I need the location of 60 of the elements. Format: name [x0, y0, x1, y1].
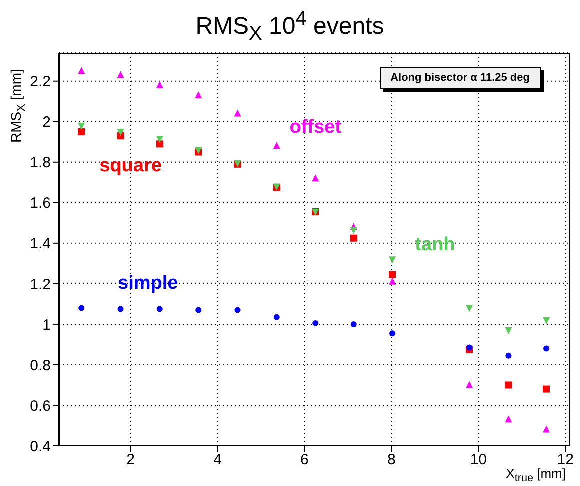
- chart-title: RMS$_{X}$ 10$^{4}$ events: [194, 8, 386, 46]
- point: [505, 416, 512, 423]
- point: [312, 320, 319, 326]
- point: [273, 142, 280, 150]
- point: [118, 306, 124, 312]
- annotation: Along bisector α 11.25 deg: [380, 67, 541, 89]
- point: [234, 307, 241, 314]
- point: [274, 314, 280, 320]
- point: [506, 352, 512, 359]
- point: [350, 227, 358, 234]
- point: [78, 128, 86, 136]
- x-tick-label: 4: [214, 452, 222, 469]
- point: [390, 330, 396, 337]
- point: [466, 305, 474, 312]
- point: [466, 344, 473, 351]
- x-tick-label: 8: [388, 452, 396, 469]
- point: [350, 321, 357, 328]
- y-tick-label: 0.4: [30, 438, 51, 456]
- point: [78, 67, 86, 74]
- point: [156, 140, 164, 148]
- y-tick-label: 1.8: [30, 154, 51, 172]
- point: [505, 328, 512, 335]
- y-tick-label: 0.6: [30, 398, 51, 415]
- y-tick-label: 2.2: [30, 74, 51, 91]
- y-tick-label: 1.4: [30, 236, 51, 253]
- point: [156, 136, 164, 144]
- point: [78, 305, 85, 312]
- y-tick-label: 0.8: [30, 357, 51, 374]
- point: [466, 381, 474, 388]
- y-tick-label: 1: [42, 316, 51, 334]
- y-tick-label: 2: [42, 114, 51, 132]
- series-label: simple: [118, 272, 178, 294]
- x-tick-label: 2: [126, 452, 135, 469]
- point: [156, 306, 163, 312]
- point: [350, 234, 358, 242]
- y-tick-label: 1.6: [30, 195, 51, 212]
- point: [389, 271, 396, 278]
- x-tick-label: 10: [470, 452, 488, 469]
- series-label: square: [100, 155, 162, 176]
- point: [543, 386, 550, 393]
- x-tick-label: 12: [557, 452, 574, 469]
- series-label: offset: [290, 116, 342, 138]
- point: [312, 174, 320, 182]
- point: [234, 110, 242, 117]
- point: [196, 307, 202, 314]
- point: [156, 81, 164, 88]
- point: [544, 346, 550, 352]
- point: [505, 382, 512, 389]
- point: [543, 317, 550, 324]
- point: [195, 92, 202, 99]
- point: [117, 71, 124, 78]
- point: [389, 278, 396, 285]
- point: [78, 122, 86, 130]
- x-tick-label: 6: [300, 452, 309, 469]
- y-tick-label: 1.2: [30, 276, 51, 294]
- x-axis-title: X$_{true}$ [mm]: [506, 466, 566, 486]
- point: [543, 426, 550, 433]
- series-label: tanh: [415, 234, 456, 256]
- point: [117, 129, 124, 136]
- point: [389, 256, 396, 264]
